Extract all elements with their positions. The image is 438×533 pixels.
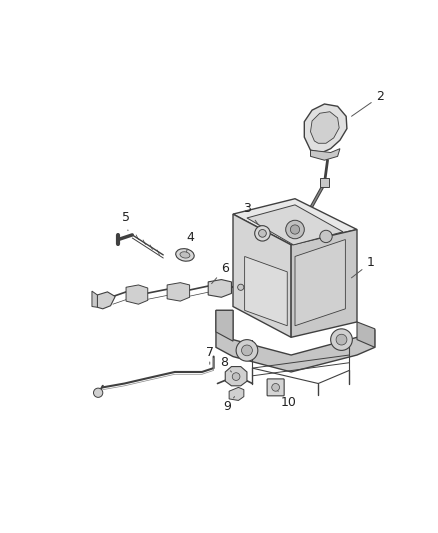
Circle shape — [320, 230, 332, 243]
Circle shape — [255, 225, 270, 241]
Ellipse shape — [176, 249, 194, 261]
Polygon shape — [291, 230, 357, 337]
Text: 3: 3 — [243, 202, 258, 225]
Text: 6: 6 — [212, 262, 229, 284]
Polygon shape — [311, 112, 339, 143]
Polygon shape — [229, 387, 244, 400]
Circle shape — [236, 340, 258, 361]
Text: 9: 9 — [223, 397, 235, 413]
Polygon shape — [311, 149, 340, 160]
Polygon shape — [295, 239, 346, 326]
Circle shape — [258, 230, 266, 237]
FancyBboxPatch shape — [267, 379, 284, 396]
Circle shape — [331, 329, 352, 350]
Text: 2: 2 — [352, 90, 384, 116]
Text: 5: 5 — [122, 212, 130, 231]
Circle shape — [336, 334, 347, 345]
Circle shape — [272, 384, 279, 391]
Polygon shape — [216, 310, 233, 341]
Ellipse shape — [180, 252, 190, 258]
Polygon shape — [167, 282, 190, 301]
Polygon shape — [208, 280, 231, 297]
Text: 10: 10 — [278, 391, 297, 409]
Polygon shape — [304, 104, 347, 152]
Polygon shape — [97, 292, 115, 309]
Polygon shape — [233, 214, 291, 337]
Polygon shape — [247, 205, 343, 245]
Polygon shape — [92, 291, 97, 308]
Text: 1: 1 — [351, 256, 375, 278]
Polygon shape — [216, 310, 375, 372]
Circle shape — [93, 388, 103, 398]
Polygon shape — [357, 322, 375, 348]
Polygon shape — [126, 285, 148, 304]
Polygon shape — [245, 256, 287, 326]
Text: 4: 4 — [187, 231, 194, 252]
Circle shape — [241, 345, 252, 356]
Circle shape — [290, 225, 300, 234]
Text: 7: 7 — [206, 346, 214, 364]
Polygon shape — [233, 199, 357, 245]
Text: 8: 8 — [220, 356, 231, 372]
Circle shape — [286, 220, 304, 239]
Circle shape — [238, 284, 244, 290]
Bar — [320, 178, 329, 187]
Polygon shape — [225, 367, 247, 386]
Circle shape — [232, 373, 240, 381]
